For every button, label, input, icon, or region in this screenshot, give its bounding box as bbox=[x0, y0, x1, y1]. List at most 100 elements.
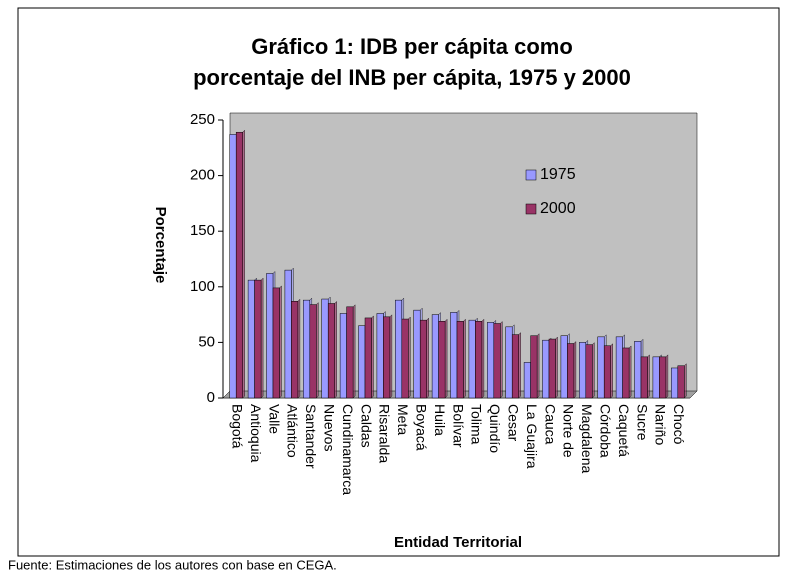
bar-side bbox=[573, 341, 577, 399]
y-tick-label: 200 bbox=[190, 167, 215, 184]
x-tick-label: Santander bbox=[303, 404, 319, 469]
bar-side bbox=[426, 317, 429, 399]
x-tick-label: Sucre bbox=[634, 404, 650, 441]
bar-side bbox=[334, 300, 337, 399]
source-note: Fuente: Estimaciones de los autores con … bbox=[8, 557, 337, 572]
x-tick-label: Caldas bbox=[358, 404, 374, 448]
bar-side bbox=[371, 315, 374, 399]
bar-side bbox=[297, 298, 301, 399]
bar bbox=[364, 317, 372, 399]
x-tick-label: Cauca bbox=[542, 404, 558, 445]
bar bbox=[413, 309, 421, 399]
bar bbox=[291, 301, 299, 399]
y-tick-label: 50 bbox=[198, 333, 215, 350]
x-tick-label: Nariño bbox=[653, 404, 669, 445]
bar bbox=[652, 356, 660, 399]
bar-side bbox=[647, 354, 650, 399]
bar bbox=[468, 319, 476, 399]
bar bbox=[419, 319, 427, 399]
bar-side bbox=[408, 316, 411, 399]
y-axis-title: Porcentaje bbox=[152, 207, 169, 284]
bar bbox=[266, 273, 274, 399]
bar-side bbox=[352, 304, 356, 399]
bar-side bbox=[500, 321, 503, 399]
bar bbox=[303, 299, 311, 399]
chart-title: Gráfico 1: IDB per cápita como porcentaje… bbox=[193, 34, 631, 90]
bar bbox=[640, 356, 648, 399]
bar bbox=[456, 321, 464, 399]
x-tick-label: Tolima bbox=[469, 404, 485, 445]
x-tick-label: Boyacá bbox=[413, 404, 429, 451]
bar bbox=[235, 131, 243, 399]
bar bbox=[272, 287, 280, 399]
bar-side bbox=[536, 333, 540, 399]
bar bbox=[401, 318, 409, 399]
x-tick-label: Bolívar bbox=[450, 404, 466, 448]
bar bbox=[597, 336, 605, 399]
y-tick-label: 0 bbox=[207, 389, 215, 406]
bar bbox=[659, 356, 667, 399]
x-tick-label: Nuevos bbox=[321, 404, 337, 451]
y-tick-label: 250 bbox=[190, 111, 215, 128]
bar bbox=[431, 314, 439, 399]
bar-side bbox=[260, 277, 264, 399]
bar bbox=[493, 323, 501, 399]
bar bbox=[523, 362, 531, 399]
y-tick-label: 150 bbox=[190, 222, 215, 239]
x-tick-label: Quindío bbox=[487, 404, 503, 453]
bar bbox=[475, 321, 483, 399]
x-tick-label: Caquetá bbox=[616, 404, 632, 457]
bar-side bbox=[463, 318, 466, 399]
x-tick-label: Huila bbox=[432, 404, 448, 436]
bar-side bbox=[481, 318, 485, 399]
bar-side bbox=[628, 345, 632, 399]
bar bbox=[579, 342, 587, 399]
bar bbox=[677, 365, 685, 399]
bar bbox=[321, 298, 329, 399]
legend-label: 2000 bbox=[540, 200, 576, 217]
x-tick-label: Cundinamarca bbox=[340, 404, 356, 495]
legend-label: 1975 bbox=[540, 166, 576, 183]
bar-side bbox=[555, 336, 558, 399]
bar bbox=[603, 345, 611, 399]
bar bbox=[395, 299, 403, 399]
bar bbox=[358, 325, 366, 399]
bar-side bbox=[684, 363, 687, 399]
bar-side bbox=[316, 302, 319, 399]
x-tick-label: Magdalena bbox=[579, 404, 595, 473]
bar bbox=[622, 347, 630, 399]
bar bbox=[284, 269, 292, 399]
x-tick-label: Bogotá bbox=[229, 404, 245, 449]
bar bbox=[254, 279, 262, 399]
bar bbox=[383, 316, 391, 399]
bar-side bbox=[444, 318, 448, 399]
bar bbox=[511, 334, 519, 399]
bar bbox=[327, 303, 335, 399]
bar-side bbox=[610, 343, 613, 399]
y-tick-label: 100 bbox=[190, 278, 215, 295]
x-tick-label: Antioquia bbox=[248, 404, 264, 463]
bar bbox=[615, 336, 623, 399]
bar-side bbox=[279, 285, 282, 399]
bar bbox=[309, 304, 317, 399]
x-axis-title: Entidad Territorial bbox=[394, 534, 522, 551]
bar bbox=[505, 326, 513, 399]
x-tick-label: Córdoba bbox=[597, 404, 613, 458]
bar bbox=[542, 339, 550, 399]
bar bbox=[671, 367, 679, 399]
bar bbox=[487, 322, 495, 399]
x-tick-label: Valle bbox=[266, 404, 282, 434]
bar bbox=[450, 312, 458, 399]
bar bbox=[585, 344, 593, 399]
bar-side bbox=[592, 342, 595, 399]
bar bbox=[634, 341, 642, 399]
bar bbox=[548, 338, 556, 399]
x-tick-label: La Guajira bbox=[524, 404, 540, 469]
bar-side bbox=[518, 332, 521, 399]
bar bbox=[247, 279, 255, 399]
x-tick-label: Atlántico bbox=[285, 404, 301, 458]
bar-side bbox=[389, 314, 393, 399]
x-tick-label: Chocó bbox=[671, 404, 687, 445]
